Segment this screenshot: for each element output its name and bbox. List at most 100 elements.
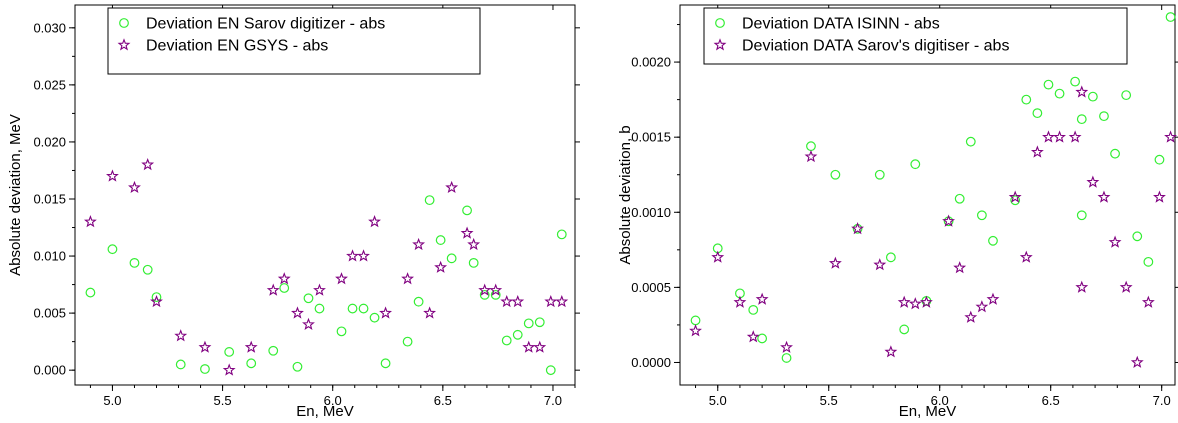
- data-point: [129, 257, 140, 268]
- data-point: [141, 158, 155, 171]
- legend: Deviation EN Sarov digitizer - abs Deviat…: [107, 7, 481, 75]
- x-tick-label: 5.0: [103, 393, 121, 408]
- legend-entry: Deviation DATA ISINN - abs: [742, 16, 940, 33]
- legend-entry: Deviation EN GSYS - abs: [146, 38, 328, 55]
- legend-entry: Deviation EN Sarov digitizer - abs: [146, 16, 385, 33]
- chart-2: 5.0 5.5 6.0 6.5 7.0 0.0000 0.0005 0.0010 0.0015 0…: [617, 4, 1178, 420]
- data-point: [1143, 256, 1154, 267]
- data-point: [128, 180, 141, 194]
- data-point: [1130, 355, 1144, 368]
- x-tick-label: 5.5: [214, 393, 232, 408]
- legend-marker: [117, 38, 131, 51]
- data-point: [83, 215, 97, 228]
- data-point: [291, 306, 304, 319]
- y-tick-label: 0.0020: [631, 55, 671, 70]
- y-tick-label: 0.020: [33, 134, 66, 149]
- data-point: [379, 306, 392, 319]
- data-point: [244, 340, 258, 353]
- data-point: [746, 330, 760, 343]
- data-point: [150, 294, 163, 308]
- legend-box: [703, 7, 1128, 65]
- data-point: [401, 272, 415, 285]
- data-point: [1076, 114, 1087, 125]
- data-point: [1132, 231, 1143, 242]
- data-point: [522, 340, 536, 353]
- data-point: [942, 214, 956, 227]
- data-point: [246, 358, 257, 369]
- x-tick-label: 7.0: [544, 393, 562, 408]
- data-point: [1068, 130, 1082, 143]
- data-point: [954, 193, 965, 204]
- data-point: [781, 353, 792, 363]
- data-point: [1110, 148, 1120, 159]
- data-point: [423, 306, 437, 319]
- data-point: [975, 300, 989, 313]
- y-axis-label: Absolute deviation, b: [617, 125, 634, 264]
- data-point: [1075, 280, 1089, 293]
- data-point: [874, 169, 885, 180]
- data-point: [1021, 94, 1032, 105]
- data-point: [1030, 145, 1044, 158]
- data-point: [1141, 295, 1155, 308]
- data-point: [512, 329, 523, 340]
- data-point: [1053, 130, 1066, 143]
- data-point: [85, 287, 96, 298]
- x-tick-label: 5.0: [709, 393, 727, 408]
- data-point: [733, 295, 747, 308]
- data-point: [711, 250, 725, 263]
- legend: Deviation DATA ISINN - abs Deviation DATA…: [703, 7, 1128, 65]
- data-point: [500, 294, 514, 308]
- data-point: [446, 253, 457, 264]
- data-point: [434, 260, 448, 273]
- data-point: [435, 235, 446, 245]
- data-point: [511, 294, 525, 308]
- data-point: [910, 159, 921, 170]
- data-point: [413, 296, 424, 307]
- data-point: [174, 329, 188, 342]
- y-tick-label: 0.015: [33, 191, 66, 206]
- data-point: [534, 317, 545, 328]
- data-point: [828, 256, 842, 269]
- data-point: [489, 283, 503, 296]
- x-tick-label: 6.0: [931, 393, 949, 408]
- data-point: [1032, 108, 1043, 119]
- data-point: [1121, 90, 1132, 101]
- data-point: [335, 272, 348, 285]
- data-point: [689, 324, 702, 337]
- data-point: [107, 244, 118, 255]
- data-point: [175, 359, 186, 370]
- data-point: [402, 336, 413, 347]
- data-point: [976, 210, 987, 221]
- x-tick-label: 5.5: [820, 393, 838, 408]
- legend-marker: [715, 18, 725, 28]
- data-point: [445, 180, 459, 194]
- data-point: [873, 258, 887, 271]
- legend-entry: Deviation DATA Sarov's digitiser - abs: [742, 38, 1009, 55]
- data-point: [806, 141, 816, 152]
- data-point: [988, 235, 998, 246]
- data-point: [1119, 280, 1133, 293]
- data-point: [545, 365, 556, 376]
- y-tick-label: 0.0000: [631, 355, 671, 370]
- x-axis-label: En, MeV: [899, 403, 957, 420]
- data-point: [1008, 190, 1022, 203]
- data-point: [357, 249, 370, 262]
- data-point: [919, 295, 933, 308]
- data-point: [369, 312, 380, 323]
- legend-box: [107, 7, 481, 75]
- data-point: [479, 289, 490, 300]
- data-point: [1086, 175, 1100, 188]
- data-point: [292, 361, 303, 372]
- y-tick-label: 0.025: [33, 77, 66, 92]
- data-point: [851, 222, 864, 235]
- data-point: [347, 303, 358, 314]
- legend-marker: [119, 18, 129, 28]
- data-point: [303, 293, 314, 304]
- data-point: [460, 226, 474, 239]
- data-point: [899, 324, 910, 335]
- data-point: [1165, 12, 1176, 22]
- data-point: [346, 249, 359, 262]
- data-point: [302, 317, 315, 330]
- y-tick-label: 0.010: [33, 249, 66, 264]
